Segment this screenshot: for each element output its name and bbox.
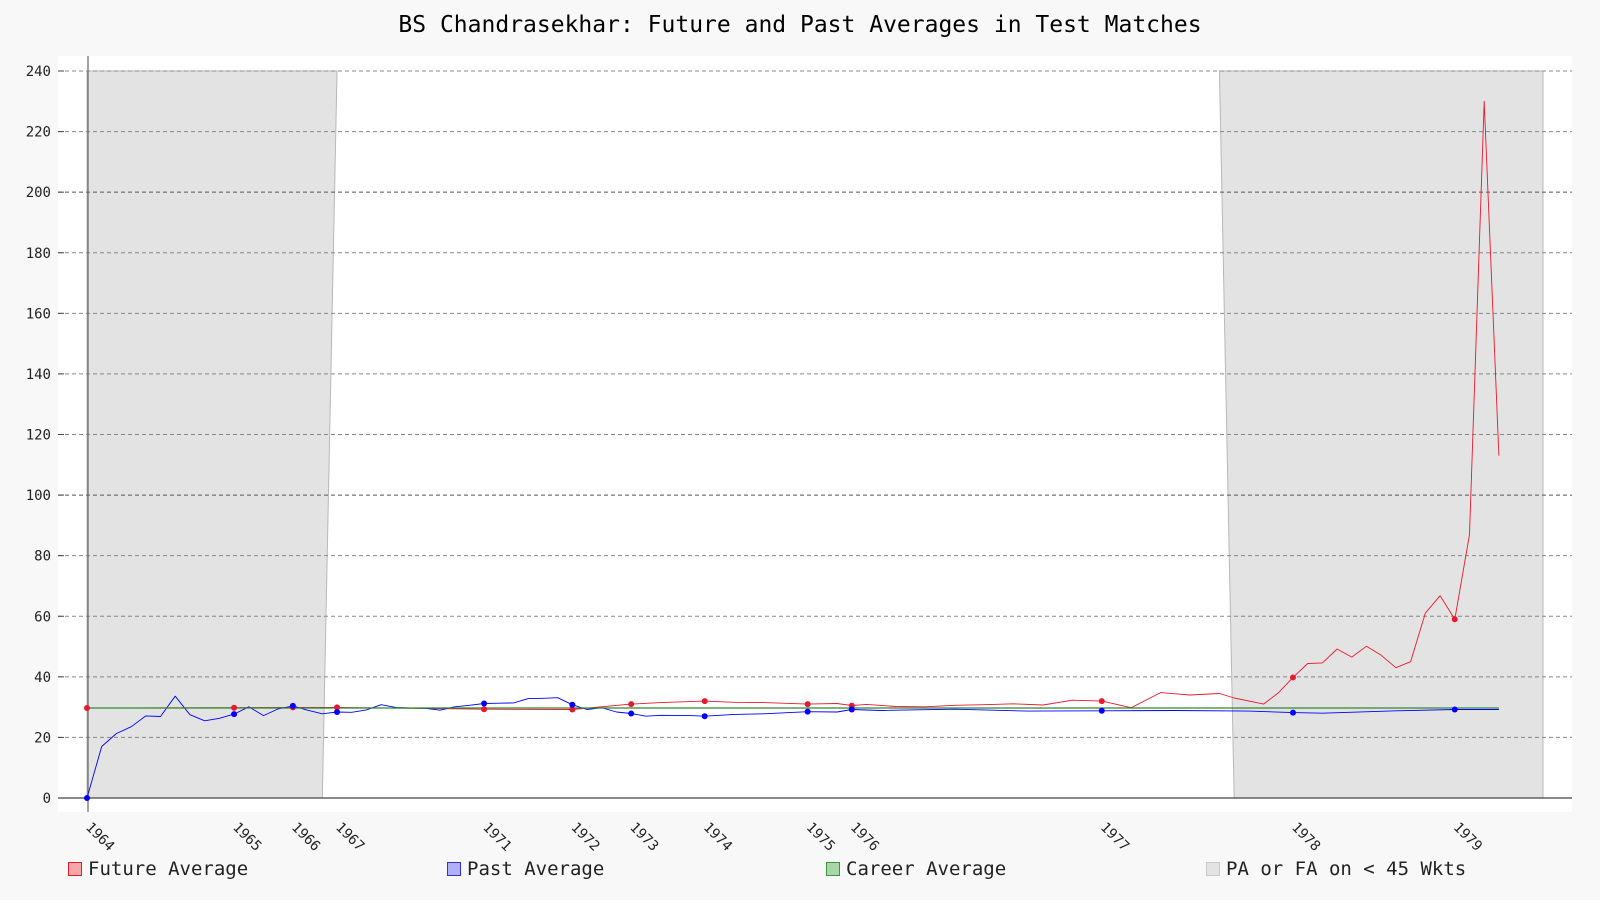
y-tick-label: 60 xyxy=(34,609,51,625)
legend-label: Career Average xyxy=(846,858,1007,880)
x-tick-label: 1972 xyxy=(568,820,603,855)
y-tick-label: 20 xyxy=(34,730,51,746)
x-tick-label: 1974 xyxy=(700,820,735,855)
y-tick-label: 100 xyxy=(26,488,51,504)
legend-swatch xyxy=(447,862,461,876)
future-average-point xyxy=(481,706,488,713)
past-average-point xyxy=(804,708,811,715)
x-tick-label: 1977 xyxy=(1097,820,1132,855)
x-tick-label: 1979 xyxy=(1450,820,1485,855)
future-average-point xyxy=(334,704,341,711)
y-tick-label: 80 xyxy=(34,549,51,565)
past-average-point xyxy=(84,795,90,801)
x-tick-label: 1971 xyxy=(479,820,514,855)
x-tick-label: 1973 xyxy=(626,820,661,855)
past-average-point xyxy=(481,700,488,707)
past-average-point xyxy=(1098,707,1105,714)
legend-item: Career Average xyxy=(826,858,1006,880)
future-average-point xyxy=(1098,698,1105,705)
x-tick-label: 1964 xyxy=(82,820,117,855)
x-tick-label: 1966 xyxy=(288,820,323,855)
future-average-point xyxy=(231,704,238,711)
x-tick-label: 1978 xyxy=(1288,820,1323,855)
legend-item: PA or FA on < 45 Wkts xyxy=(1206,858,1466,880)
y-tick-label: 180 xyxy=(26,246,51,262)
legend-swatch xyxy=(1206,862,1220,876)
legend-item: Past Average xyxy=(447,858,604,880)
legend-item: Future Average xyxy=(68,858,248,880)
x-tick-label: 1965 xyxy=(229,820,264,855)
y-tick-label: 0 xyxy=(43,791,51,807)
past-average-point xyxy=(569,701,576,708)
past-average-point xyxy=(701,713,708,720)
legend-swatch xyxy=(826,862,840,876)
past-average-line xyxy=(86,695,1499,799)
y-tick-label: 120 xyxy=(26,428,51,444)
y-tick-label: 160 xyxy=(26,306,51,322)
y-tick-label: 200 xyxy=(26,185,51,201)
past-average-point xyxy=(1289,709,1296,716)
legend-label: Future Average xyxy=(88,858,249,880)
past-average-point xyxy=(231,711,238,718)
past-average-point xyxy=(334,708,341,715)
past-average-point xyxy=(1451,706,1458,713)
x-tick-label: 1976 xyxy=(847,820,882,855)
x-tick-label: 1967 xyxy=(332,820,367,855)
y-tick-label: 240 xyxy=(26,64,51,80)
legend-label: Past Average xyxy=(467,858,605,880)
future-average-point xyxy=(84,705,90,712)
past-average-point xyxy=(289,702,296,709)
legend: Future Average Past Average Career Average… xyxy=(0,858,1600,884)
legend-label: PA or FA on < 45 Wkts xyxy=(1226,858,1467,880)
future-average-point xyxy=(804,701,811,708)
legend-swatch xyxy=(68,862,82,876)
future-average-point xyxy=(628,701,635,708)
future-average-line xyxy=(86,100,1500,710)
future-average-point xyxy=(1451,616,1458,623)
past-average-point xyxy=(628,710,635,717)
future-average-point xyxy=(1289,674,1296,681)
y-tick-label: 40 xyxy=(34,670,51,686)
future-average-point xyxy=(701,698,708,705)
future-average-point xyxy=(569,706,576,713)
chart-title: BS Chandrasekhar: Future and Past Averag… xyxy=(398,12,1202,38)
x-tick-label: 1975 xyxy=(803,820,838,855)
y-tick-label: 140 xyxy=(26,367,51,383)
past-average-point xyxy=(848,706,855,713)
y-tick-label: 220 xyxy=(26,125,51,141)
